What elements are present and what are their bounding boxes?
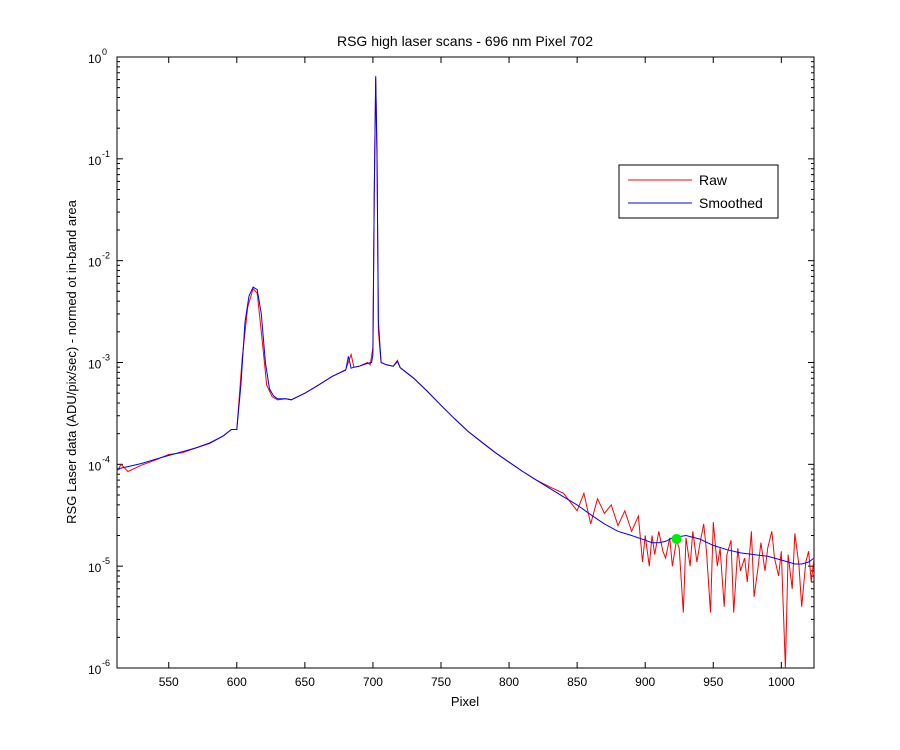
legend-smoothed-label: Smoothed: [699, 195, 763, 211]
y-tick-label: 10: [88, 154, 102, 168]
legend-box: [618, 164, 779, 219]
x-tick-label: 750: [431, 675, 451, 689]
highlight-marker: [671, 533, 682, 544]
y-tick-exponent: -4: [102, 454, 110, 464]
y-tick-exponent: 0: [102, 47, 107, 57]
legend: Raw Smoothed: [618, 164, 779, 219]
series-line-smoothed: [116, 76, 815, 565]
series-line-raw: [116, 78, 815, 669]
y-tick-label: 10: [88, 358, 102, 372]
y-tick-label: 10: [88, 561, 102, 575]
y-tick-exponent: -2: [102, 251, 110, 261]
x-tick-label: 550: [159, 675, 179, 689]
x-tick-label: 1000: [768, 675, 795, 689]
plot-area: [116, 56, 815, 669]
x-tick-label: 600: [227, 675, 247, 689]
x-tick-label: 950: [703, 675, 723, 689]
y-tick-label: 10: [88, 52, 102, 66]
x-tick-label: 800: [499, 675, 519, 689]
y-tick-label: 10: [88, 663, 102, 677]
x-tick-label: 900: [635, 675, 655, 689]
x-tick-label: 850: [567, 675, 587, 689]
y-axis-label: RSG Laser data (ADU/pix/sec) - normed ot…: [64, 199, 79, 523]
x-tick-label: 650: [295, 675, 315, 689]
x-axis-label: Pixel: [451, 694, 479, 709]
y-tick-exponent: -5: [102, 556, 110, 566]
y-tick-label: 10: [88, 459, 102, 473]
marker-layer: [671, 533, 682, 544]
y-tick-exponent: -3: [102, 353, 110, 363]
y-tick-label: 10: [88, 256, 102, 270]
x-tick-label: 700: [363, 675, 383, 689]
x-axis-ticks: 550 600 650 700 750 800 850 900 950 1000: [159, 57, 795, 689]
y-tick-exponent: -6: [102, 658, 110, 668]
y-tick-exponent: -1: [102, 149, 110, 159]
chart-title: RSG high laser scans - 696 nm Pixel 702: [337, 33, 593, 49]
legend-raw-label: Raw: [699, 172, 728, 188]
series-layer: [116, 76, 815, 669]
